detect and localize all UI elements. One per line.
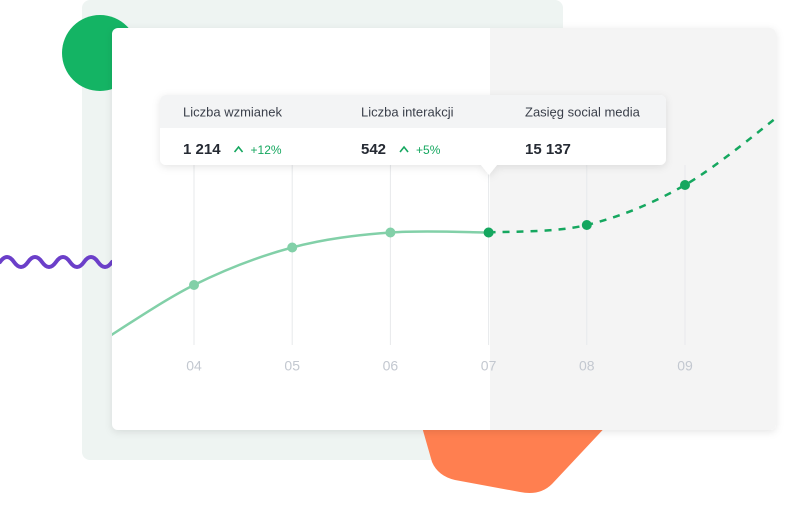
trend-arrow [233, 145, 244, 153]
point [385, 227, 396, 238]
future-shade [490, 28, 776, 430]
stat-label: Liczba wzmianek [183, 104, 282, 119]
trend-arrow [399, 145, 409, 153]
line [488, 111, 776, 234]
x-tick-label: 08 [579, 358, 595, 374]
stat-change: +12% [251, 143, 282, 157]
point [680, 180, 690, 190]
x-tick-label: 09 [677, 358, 693, 374]
stat-value: 1 214 [183, 141, 221, 158]
point [483, 227, 494, 238]
point [581, 220, 592, 230]
stat-value: 15 137 [525, 141, 571, 158]
tooltip-content: Liczba wzmianek 1 214 +12% Liczba interakcj… [183, 104, 641, 158]
x-tick-label: 04 [186, 358, 202, 374]
stat-label: Liczba interakcji [361, 104, 454, 119]
stat-label: Zasięg social media [525, 104, 641, 119]
x-tick-label: 07 [481, 358, 497, 374]
x-axis: 04 05 06 07 08 09 [186, 358, 693, 374]
point [189, 280, 199, 290]
x-tick-label: 06 [383, 358, 399, 374]
chart [112, 111, 776, 347]
point [287, 242, 298, 253]
tooltip-header [160, 95, 666, 128]
deco-shape [420, 420, 612, 493]
stat-change: +5% [416, 143, 441, 157]
stat-value: 542 [361, 141, 386, 158]
x-tick-label: 05 [284, 358, 300, 374]
deco-wave [0, 255, 114, 269]
